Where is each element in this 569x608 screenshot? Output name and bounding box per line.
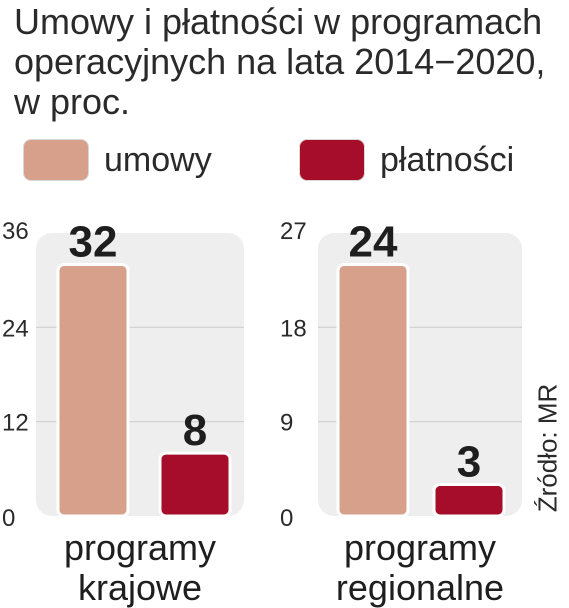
bar-platnosci bbox=[432, 483, 506, 518]
category-label: programy bbox=[64, 527, 216, 568]
source-note: Źródło: MR bbox=[532, 383, 563, 513]
legend-item-umowy: umowy bbox=[24, 140, 212, 180]
data-label: 8 bbox=[183, 406, 207, 455]
y-tick-label: 9 bbox=[280, 410, 293, 437]
legend-label-platnosci: płatności bbox=[380, 140, 515, 179]
legend: umowy płatności bbox=[24, 140, 564, 194]
legend-swatch-platnosci bbox=[300, 140, 364, 180]
bar-platnosci bbox=[158, 451, 232, 518]
y-tick-label: 0 bbox=[2, 505, 15, 532]
y-tick-label: 18 bbox=[280, 315, 307, 342]
legend-label-umowy: umowy bbox=[104, 140, 212, 179]
legend-item-platnosci: płatności bbox=[300, 140, 514, 180]
y-tick-label: 36 bbox=[2, 218, 29, 245]
bar-umowy bbox=[56, 262, 130, 518]
chart-title: Umowy i płatności w programach operacyjn… bbox=[14, 1, 546, 122]
y-tick-label: 12 bbox=[2, 410, 29, 437]
data-label: 24 bbox=[349, 217, 398, 266]
y-tick-label: 0 bbox=[280, 505, 293, 532]
legend-swatch-umowy bbox=[24, 140, 88, 180]
category-label: regionalne bbox=[336, 567, 504, 608]
y-tick-label: 24 bbox=[2, 315, 29, 342]
data-label: 3 bbox=[457, 438, 481, 487]
y-tick-label: 27 bbox=[280, 218, 307, 245]
category-label: programy bbox=[344, 527, 496, 568]
category-label: krajowe bbox=[78, 567, 202, 608]
bar-umowy bbox=[336, 262, 410, 518]
data-label: 32 bbox=[69, 217, 118, 266]
